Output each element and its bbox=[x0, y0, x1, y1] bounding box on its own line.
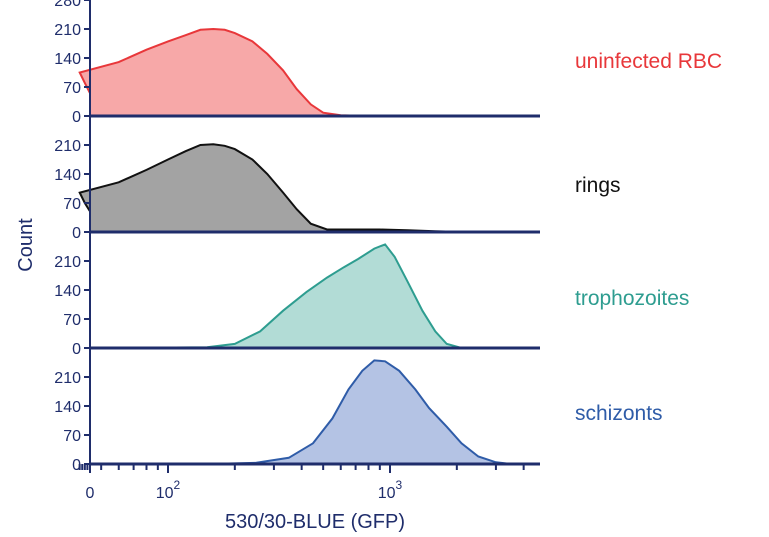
series-label-1: rings bbox=[575, 174, 621, 197]
y-tick-label: 210 bbox=[54, 138, 81, 155]
x-axis-title: 530/30-BLUE (GFP) bbox=[225, 511, 405, 533]
series-area-3 bbox=[90, 360, 540, 464]
y-tick-label: 210 bbox=[54, 254, 81, 271]
y-tick-label: 0 bbox=[72, 457, 81, 474]
x-tick-label: 0 bbox=[86, 485, 95, 502]
y-tick-label: 70 bbox=[63, 196, 81, 213]
y-tick-label: 140 bbox=[54, 167, 81, 184]
y-tick-label: 70 bbox=[63, 428, 81, 445]
x-tick-exponent: 2 bbox=[174, 478, 181, 492]
series-label-3: schizonts bbox=[575, 402, 663, 425]
y-tick-label: 140 bbox=[54, 399, 81, 416]
y-tick-label: 280 bbox=[54, 0, 81, 10]
x-tick-exponent: 3 bbox=[396, 478, 403, 492]
y-tick-label: 0 bbox=[72, 225, 81, 242]
series-area-2 bbox=[90, 244, 540, 348]
series-line-2 bbox=[90, 243, 524, 349]
y-tick-label: 70 bbox=[63, 80, 81, 97]
y-tick-label: 210 bbox=[54, 22, 81, 39]
x-tick-label: 103 bbox=[378, 478, 403, 502]
y-tick-label: 140 bbox=[54, 51, 81, 68]
y-tick-label: 140 bbox=[54, 283, 81, 300]
y-tick-label: 70 bbox=[63, 312, 81, 329]
series-area-1 bbox=[79, 144, 540, 232]
series-label-2: trophozoites bbox=[575, 287, 689, 310]
y-tick-label: 0 bbox=[72, 109, 81, 126]
series-line-0 bbox=[78, 27, 524, 117]
series-area-0 bbox=[79, 29, 540, 116]
series-line-3 bbox=[90, 359, 524, 465]
y-tick-label: 210 bbox=[54, 370, 81, 387]
series-label-0: uninfected RBC bbox=[575, 50, 722, 73]
series-line-1 bbox=[78, 143, 524, 233]
x-tick-label: 102 bbox=[156, 478, 181, 502]
y-axis-title: Count bbox=[15, 218, 37, 272]
y-tick-label: 0 bbox=[72, 341, 81, 358]
